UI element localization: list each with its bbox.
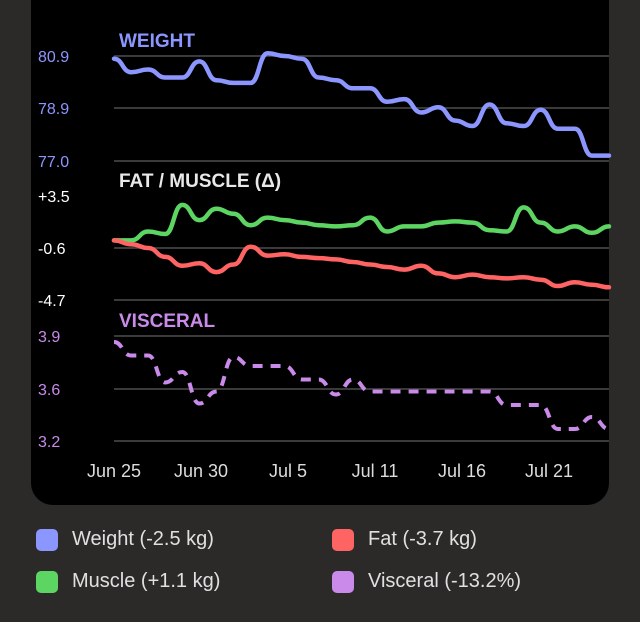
y-tick-label: 3.9: [38, 329, 60, 346]
legend-label-visceral: Visceral (-13.2%): [368, 570, 522, 592]
legend-swatch-weight: [36, 528, 58, 551]
x-tick-label: Jun 30: [174, 461, 228, 481]
x-tick-label: Jul 5: [269, 461, 307, 481]
legend-swatch-muscle: [36, 570, 58, 593]
x-tick-label: Jul 21: [525, 461, 573, 481]
series-line-visceral: [113, 340, 610, 432]
legend-item-weight: Weight (-2.5 kg): [36, 528, 214, 551]
x-tick-label: Jun 25: [87, 461, 141, 481]
y-tick-label: 80.9: [38, 49, 69, 66]
y-tick-label: -0.6: [38, 241, 66, 258]
y-tick-label: 3.6: [38, 382, 60, 399]
y-tick-label: +3.5: [38, 189, 70, 206]
series-line-muscle: [111, 202, 612, 243]
series-line-fat: [111, 238, 612, 290]
panel-title: VISCERAL: [119, 311, 215, 332]
body-metrics-chart: WEIGHT 80.9 78.9 77.0 FAT / MUSCLE (Δ) +3.5 -0…: [38, 31, 612, 481]
legend: Weight (-2.5 kg) Fat (-3.7 kg) Muscle (+…: [0, 520, 640, 620]
legend-label-weight: Weight (-2.5 kg): [72, 528, 214, 550]
x-tick-label: Jul 11: [352, 461, 399, 481]
y-tick-label: 78.9: [38, 101, 69, 118]
legend-item-fat: Fat (-3.7 kg): [332, 528, 477, 551]
panel-title: WEIGHT: [119, 31, 195, 52]
legend-label-fat: Fat (-3.7 kg): [368, 528, 477, 550]
panel-title: FAT / MUSCLE (Δ): [119, 171, 281, 192]
y-tick-label: 3.2: [38, 434, 60, 451]
chart-card: WEIGHT 80.9 78.9 77.0 FAT / MUSCLE (Δ) +3.5 -0…: [31, 0, 612, 505]
legend-item-visceral: Visceral (-13.2%): [332, 570, 521, 593]
legend-swatch-fat: [332, 528, 354, 551]
legend-item-muscle: Muscle (+1.1 kg): [36, 570, 220, 593]
series-line-weight: [111, 51, 612, 158]
legend-label-muscle: Muscle (+1.1 kg): [72, 570, 221, 592]
legend-swatch-visceral: [332, 570, 354, 593]
y-tick-label: -4.7: [38, 293, 66, 310]
y-tick-label: 77.0: [38, 154, 69, 171]
x-tick-label: Jul 16: [438, 461, 486, 481]
